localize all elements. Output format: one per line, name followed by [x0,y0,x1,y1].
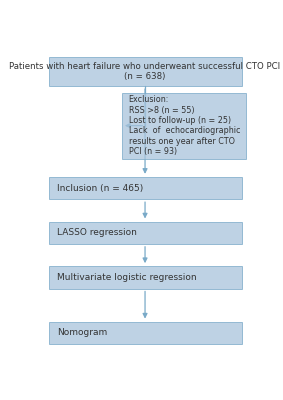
Text: Exclusion:
RSS >8 (n = 55)
Lost to follow-up (n = 25)
Lack  of  echocardiographi: Exclusion: RSS >8 (n = 55) Lost to follo… [128,95,240,156]
Text: Inclusion (n = 465): Inclusion (n = 465) [57,184,143,193]
FancyBboxPatch shape [49,57,242,86]
FancyBboxPatch shape [49,266,242,288]
FancyBboxPatch shape [49,177,242,199]
FancyBboxPatch shape [49,322,242,344]
FancyBboxPatch shape [122,93,246,159]
Text: LASSO regression: LASSO regression [57,228,137,237]
Text: Multivariate logistic regression: Multivariate logistic regression [57,273,197,282]
Text: Nomogram: Nomogram [57,328,108,338]
Text: Patients with heart failure who underweant successful CTO PCI
(n = 638): Patients with heart failure who underwea… [9,62,281,81]
FancyBboxPatch shape [49,222,242,244]
